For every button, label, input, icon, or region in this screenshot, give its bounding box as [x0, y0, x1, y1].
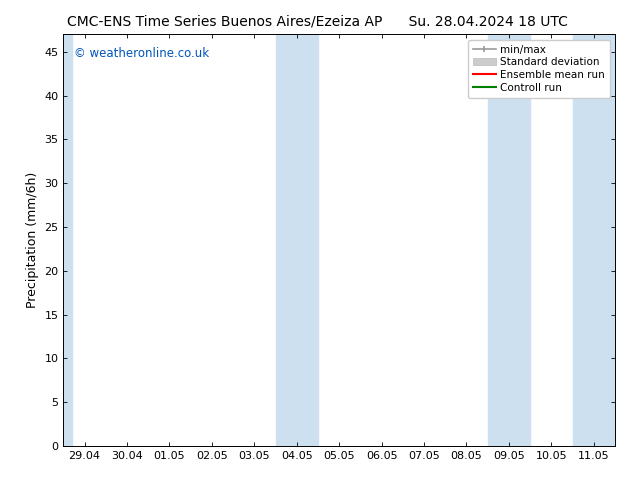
Bar [488, 34, 530, 446]
Bar [276, 34, 318, 446]
Legend: min/max, Standard deviation, Ensemble mean run, Controll run: min/max, Standard deviation, Ensemble me… [467, 40, 610, 98]
Y-axis label: Precipitation (mm/6h): Precipitation (mm/6h) [26, 172, 39, 308]
Bar [63, 34, 72, 446]
Bar [573, 34, 615, 446]
Text: © weatheronline.co.uk: © weatheronline.co.uk [74, 47, 210, 60]
Text: CMC-ENS Time Series Buenos Aires/Ezeiza AP      Su. 28.04.2024 18 UTC: CMC-ENS Time Series Buenos Aires/Ezeiza … [67, 15, 567, 29]
